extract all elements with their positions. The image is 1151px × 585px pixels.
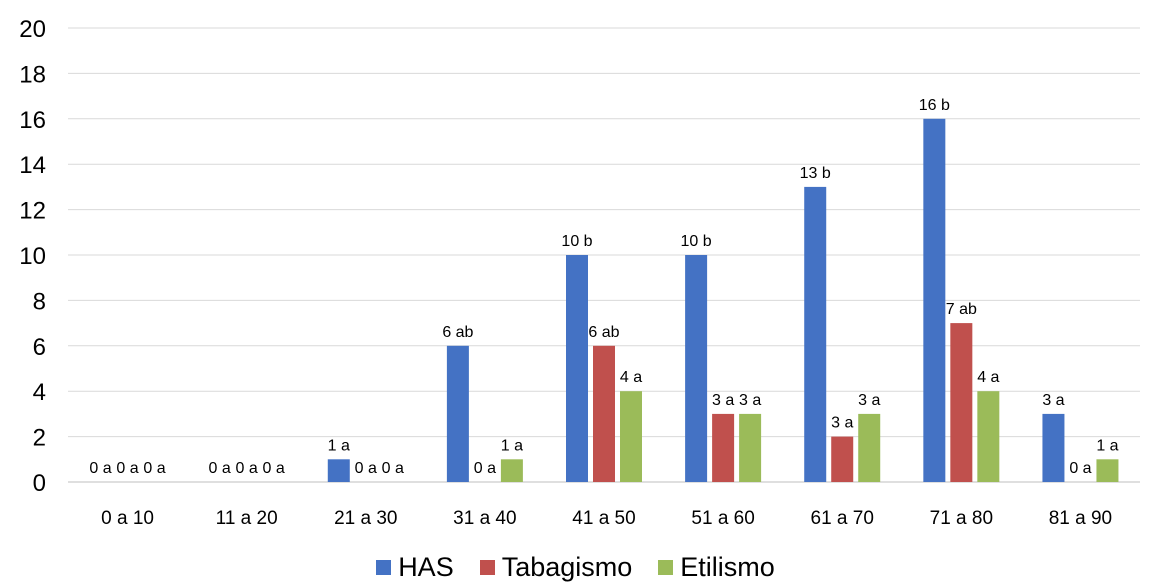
legend-item-etilismo: Etilismo — [658, 552, 775, 583]
data-label: 0 a — [263, 460, 285, 477]
bar-has — [1042, 413, 1065, 482]
data-label: 3 a — [1042, 392, 1064, 409]
data-label: 0 a — [355, 460, 377, 477]
bar-has — [923, 118, 946, 483]
legend-item-tabagismo: Tabagismo — [479, 552, 633, 583]
bar-etilismo — [1096, 459, 1119, 482]
y-tick-label: 6 — [33, 334, 46, 361]
data-label: 0 a — [143, 460, 165, 477]
legend-swatch — [376, 560, 392, 575]
bar-etilismo — [858, 413, 881, 482]
x-tick-label: 41 a 50 — [572, 508, 635, 529]
legend-label: Tabagismo — [501, 552, 633, 582]
y-tick-label: 16 — [19, 107, 46, 134]
x-tick-label: 31 a 40 — [453, 508, 516, 529]
x-tick-label: 71 a 80 — [930, 508, 993, 529]
data-label: 6 ab — [588, 324, 619, 341]
legend-swatch — [658, 560, 674, 575]
legend-swatch — [479, 560, 495, 575]
data-label: 10 b — [681, 233, 712, 250]
data-label: 3 a — [858, 392, 880, 409]
x-tick-label: 11 a 20 — [216, 508, 278, 529]
x-tick-label: 21 a 30 — [334, 508, 397, 529]
data-label: 0 a — [116, 460, 138, 477]
data-label: 7 ab — [946, 301, 977, 318]
data-label: 0 a — [382, 460, 404, 477]
y-tick-label: 4 — [33, 379, 46, 406]
data-label: 4 a — [620, 369, 642, 386]
y-tick-label: 8 — [33, 288, 46, 315]
bar-has — [327, 459, 350, 482]
data-label: 13 b — [800, 165, 831, 182]
y-tick-label: 12 — [19, 198, 46, 225]
data-label: 0 a — [89, 460, 111, 477]
data-label: 0 a — [209, 460, 231, 477]
legend-label: HAS — [398, 552, 454, 582]
x-tick-label: 0 a 10 — [101, 508, 154, 529]
bar-tabagismo — [831, 436, 854, 482]
bar-tabagismo — [593, 345, 615, 482]
data-label: 0 a — [474, 460, 496, 477]
data-label: 0 a — [236, 460, 258, 477]
bar-has — [685, 255, 708, 482]
data-label: 16 b — [919, 97, 950, 114]
y-tick-label: 2 — [33, 425, 46, 452]
data-label: 1 a — [1096, 437, 1118, 454]
y-axis: 0 2 4 6 8 10 12 14 16 18 20 — [19, 16, 46, 497]
y-tick-label: 10 — [19, 243, 46, 270]
bar-etilismo — [977, 391, 1000, 482]
bar-etilismo — [620, 391, 642, 482]
data-label: 3 a — [831, 415, 853, 432]
bar-has — [804, 186, 827, 482]
data-label: 1 a — [328, 437, 350, 454]
data-label: 4 a — [977, 369, 999, 386]
y-tick-label: 14 — [19, 152, 46, 179]
data-label: 1 a — [501, 437, 523, 454]
legend: HAS Tabagismo Etilismo — [0, 552, 1151, 583]
data-label: 6 ab — [442, 324, 473, 341]
y-tick-label: 0 — [33, 470, 46, 497]
data-label: 3 a — [739, 392, 761, 409]
bar-tabagismo — [950, 323, 973, 482]
legend-label: Etilismo — [680, 552, 775, 582]
y-tick-label: 18 — [19, 61, 46, 88]
data-label: 0 a — [1069, 460, 1091, 477]
data-label: 3 a — [712, 392, 734, 409]
bar-has — [566, 255, 588, 482]
bar-etilismo — [500, 459, 523, 482]
x-tick-label: 51 a 60 — [691, 508, 754, 529]
bar-tabagismo — [712, 413, 735, 482]
legend-item-has: HAS — [376, 552, 454, 583]
x-tick-label: 81 a 90 — [1049, 508, 1112, 529]
gridlines — [68, 27, 1140, 483]
bar-etilismo — [739, 413, 762, 482]
data-label: 10 b — [561, 233, 592, 250]
y-tick-label: 20 — [19, 16, 46, 43]
x-tick-label: 61 a 70 — [811, 508, 874, 529]
data-labels: 0 a 0 a 0 a 0 a 0 a 0 a 1 a 0 a 0 a 6 ab 0 a 1 a 10 … — [89, 97, 1118, 477]
bars — [327, 118, 1119, 483]
x-axis: 0 a 10 11 a 20 21 a 30 31 a 40 41 a 50 51 a 6… — [101, 508, 1112, 529]
bar-has — [446, 345, 469, 482]
